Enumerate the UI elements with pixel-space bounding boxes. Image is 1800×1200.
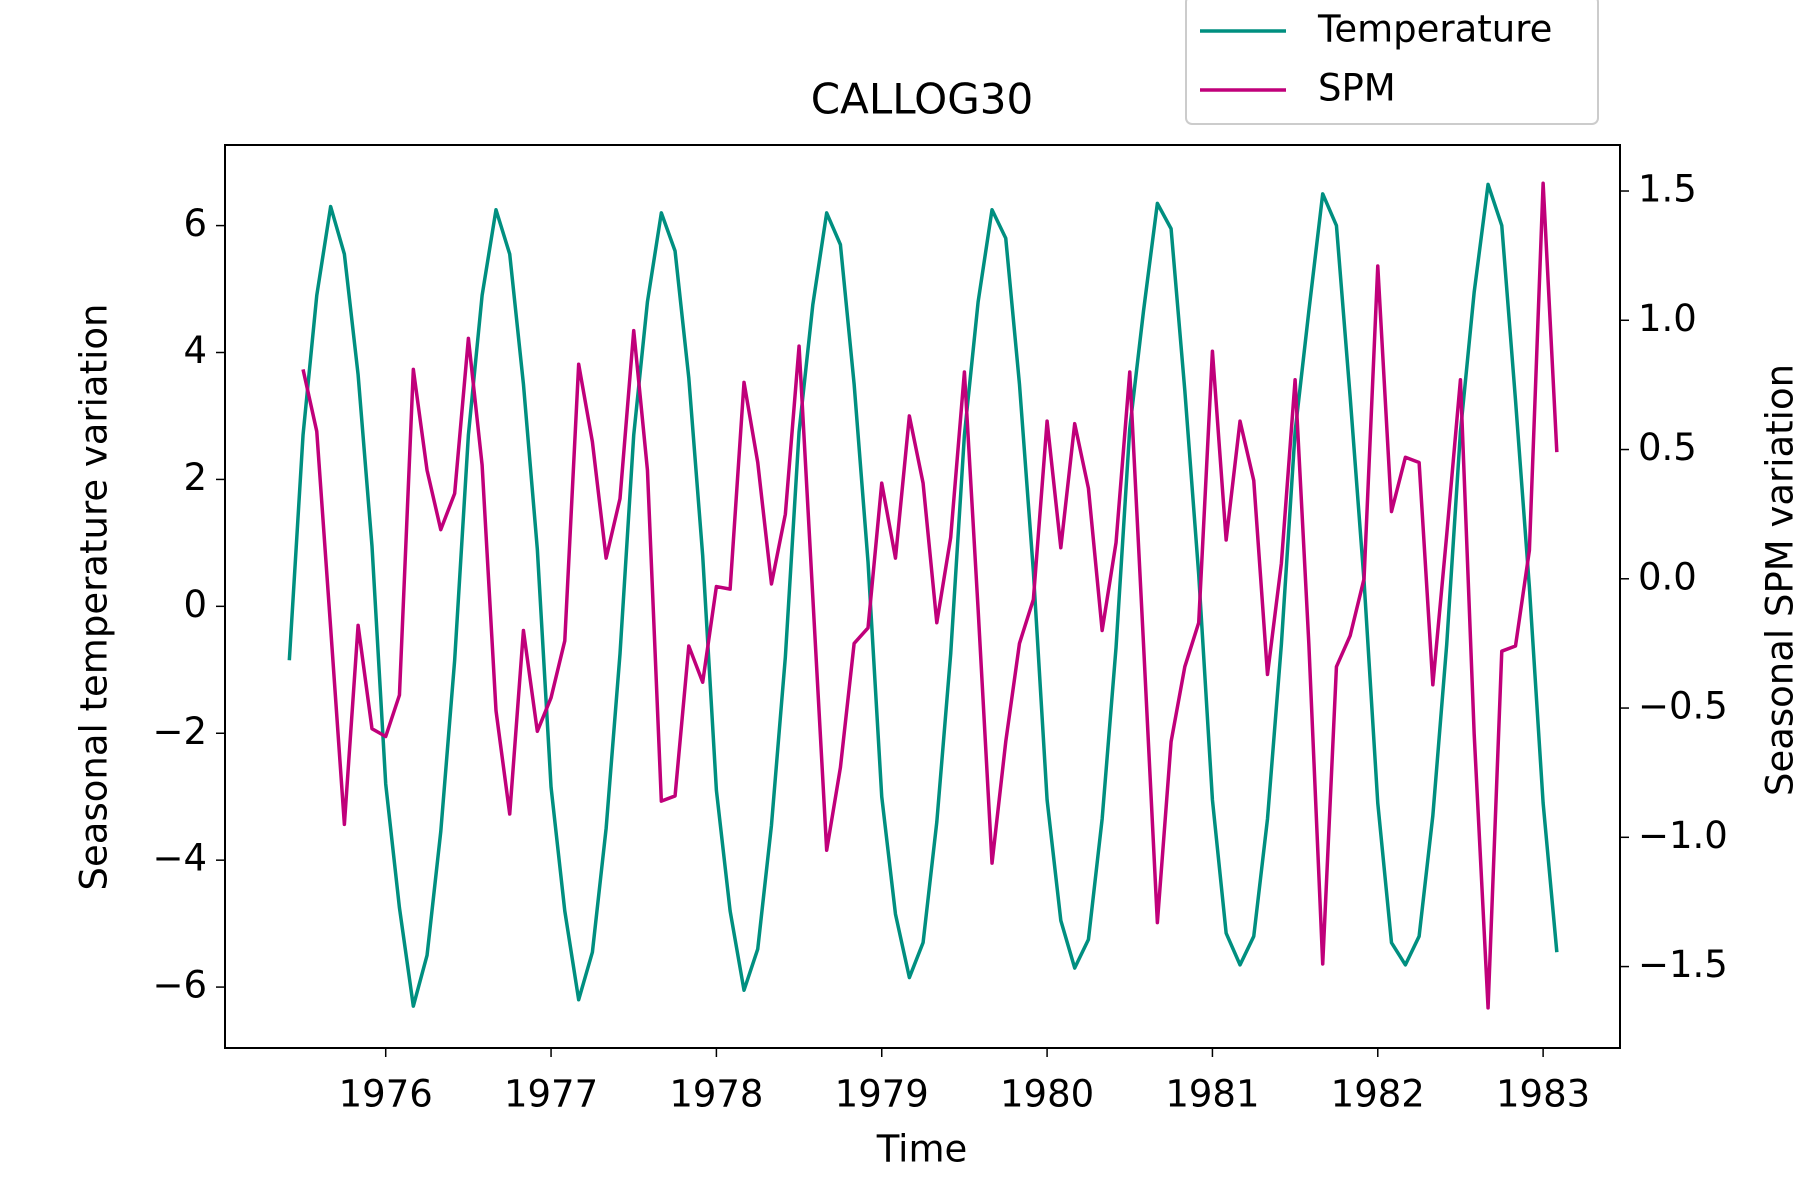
y-tick-label: −4 xyxy=(152,837,207,880)
x-tick-label: 1982 xyxy=(1331,1073,1425,1116)
y-tick-label: −6 xyxy=(152,964,207,1007)
y-tick-label: −2 xyxy=(152,710,207,753)
axes-frame xyxy=(224,144,1621,1049)
y2-tick-label: −0.5 xyxy=(1638,685,1728,728)
y-axis-label: Seasonal temperature variation xyxy=(73,304,116,891)
y-tick-label: 4 xyxy=(183,329,207,372)
y2-tick-label: 0.5 xyxy=(1638,426,1697,469)
x-tick-label: 1977 xyxy=(504,1073,598,1116)
data-line xyxy=(287,182,1559,1008)
x-tick-label: 1980 xyxy=(1000,1073,1094,1116)
x-tick-label: 1978 xyxy=(669,1073,763,1116)
y2-tick-label: 1.0 xyxy=(1638,297,1697,340)
y-tick-label: 2 xyxy=(183,456,207,499)
x-tick-label: 1983 xyxy=(1496,1073,1590,1116)
x-axis-label: Time xyxy=(876,1128,968,1171)
y-tick-label: 0 xyxy=(183,583,207,626)
y2-tick-label: 0.0 xyxy=(1638,555,1697,598)
data-line xyxy=(301,181,1559,1010)
y2-tick-label: 1.5 xyxy=(1638,168,1697,211)
chart-title: CALLOG30 xyxy=(811,75,1033,124)
y2-axis-label: Seasonal SPM variation xyxy=(1759,364,1800,796)
y-tick-label: 6 xyxy=(183,202,207,245)
y2-tick-label: −1.0 xyxy=(1638,814,1728,857)
x-tick-label: 1976 xyxy=(339,1073,433,1116)
legend-label: SPM xyxy=(1318,67,1396,110)
x-tick-label: 1981 xyxy=(1165,1073,1259,1116)
y2-tick-label: −1.5 xyxy=(1638,943,1728,986)
x-tick-label: 1979 xyxy=(835,1073,929,1116)
legend-box xyxy=(1185,0,1599,125)
legend-label: Temperature xyxy=(1317,8,1552,51)
